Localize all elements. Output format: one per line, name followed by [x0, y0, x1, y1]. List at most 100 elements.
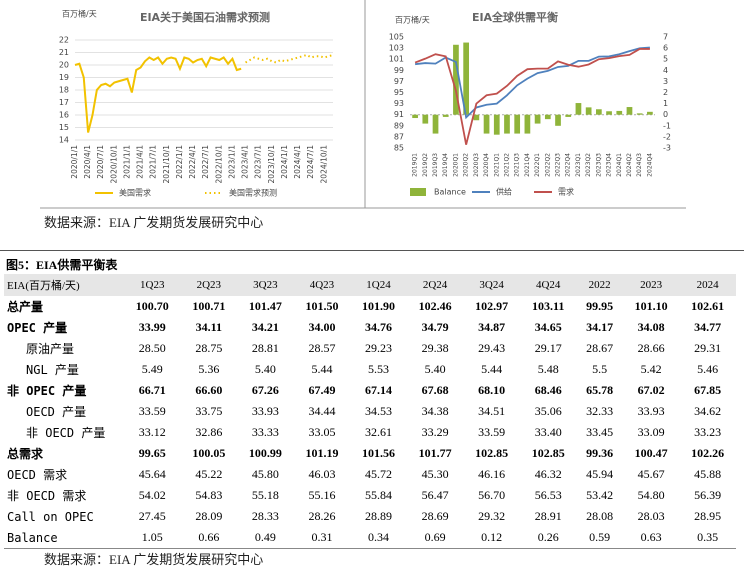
y2-tick-label: 7	[663, 33, 668, 42]
cell: 67.14	[365, 383, 393, 397]
cell: 0.31	[293, 527, 351, 549]
cell: 32.33	[586, 404, 614, 418]
bar	[565, 114, 572, 117]
cell: 34.76	[365, 320, 393, 334]
x-tick-label: 2024Q1	[616, 153, 623, 177]
cell: 34.38	[421, 404, 449, 418]
cell: 32.61	[365, 425, 393, 439]
cell: 34.44	[308, 404, 336, 418]
cell: 33.09	[637, 425, 665, 439]
cell: 28.81	[251, 341, 279, 355]
y-tick-label: 99	[394, 66, 404, 75]
cell: 5.53	[368, 362, 390, 376]
table-row: 总产量 100.70 100.71 101.47 101.50 101.90 102.46 1…	[4, 296, 736, 317]
cell: 68.46	[534, 383, 562, 397]
cell: 27.45	[138, 509, 166, 523]
table: EIA(百万桶/天) 1Q23 2Q23 3Q23 4Q23 1Q24 2Q24 3Q24 4Q…	[4, 274, 736, 549]
cell: 67.26	[251, 383, 279, 397]
cell: 45.67	[637, 467, 665, 481]
cell: 29.31	[694, 341, 722, 355]
bar	[575, 103, 582, 115]
y-tick-label: 91	[394, 110, 404, 119]
cell: 101.50	[305, 299, 339, 313]
x-tick-label: 2022Q3	[555, 153, 562, 177]
cell: 29.17	[534, 341, 562, 355]
x-tick-label: 2024/10/1	[319, 145, 328, 184]
x-tick-label: 2020/7/1	[96, 145, 105, 179]
x-tick-label: 2023/10/1	[267, 145, 276, 184]
cell: 67.85	[694, 383, 722, 397]
cell: 34.51	[478, 404, 506, 418]
y-tick-label: 15	[59, 123, 69, 132]
cell: 53.42	[586, 488, 614, 502]
cell: 33.93	[251, 404, 279, 418]
x-tick-label: 2023/7/1	[254, 145, 263, 179]
bar	[606, 111, 612, 115]
cell: 33.93	[637, 404, 665, 418]
cell: 5.42	[640, 362, 662, 376]
cell: 33.99	[138, 320, 166, 334]
header-cell: 3Q24	[463, 274, 520, 296]
y-tick-label: 95	[394, 88, 404, 97]
line	[245, 53, 334, 64]
cell: 34.77	[694, 320, 722, 334]
header-cell: 4Q23	[293, 274, 351, 296]
cell: 34.79	[421, 320, 449, 334]
x-tick-label: 2020/10/1	[109, 145, 118, 184]
cell: 0.12	[463, 527, 520, 549]
bar	[514, 114, 521, 134]
cell: 33.05	[308, 425, 336, 439]
cell: 102.61	[691, 299, 725, 313]
x-tick-label: 2024Q3	[636, 153, 643, 177]
legend-label: 供给	[496, 187, 512, 197]
row-label: 原油产量	[26, 342, 75, 356]
cell: 45.88	[694, 467, 722, 481]
unit-label: 百万桶/天	[62, 9, 97, 19]
x-tick-label: 2022/1/1	[175, 145, 184, 179]
cell: 33.12	[138, 425, 166, 439]
x-tick-label: 2019Q3	[432, 153, 439, 177]
row-label: 非 OECD 需求	[7, 489, 87, 503]
cell: 28.57	[308, 341, 336, 355]
cell: 66.60	[195, 383, 223, 397]
y2-tick-label: -3	[663, 144, 671, 153]
header-cell: 1Q24	[350, 274, 407, 296]
cell: 33.33	[251, 425, 279, 439]
cell: 33.29	[421, 425, 449, 439]
cell: 34.21	[251, 320, 279, 334]
cell: 46.03	[308, 467, 336, 481]
x-tick-label: 2022Q2	[544, 153, 551, 177]
x-tick-label: 2021Q2	[503, 153, 510, 177]
table-row: 非 OECD 需求 54.02 54.83 55.18 55.16 55.84 56.47 5…	[4, 485, 736, 506]
cell: 0.59	[576, 527, 623, 549]
bar	[544, 114, 551, 120]
y2-tick-label: 1	[663, 99, 668, 108]
legend-swatch	[410, 188, 426, 196]
x-tick-label: 2023Q1	[575, 153, 582, 177]
cell: 45.80	[251, 467, 279, 481]
cell: 67.02	[637, 383, 665, 397]
cell: 33.59	[138, 404, 166, 418]
x-tick-label: 2021/10/1	[162, 145, 171, 184]
bar	[412, 114, 418, 119]
x-tick-label: 2020Q2	[463, 153, 470, 177]
y2-tick-label: -1	[663, 121, 671, 130]
row-label: 总产量	[7, 300, 44, 314]
header-cell: 2023	[622, 274, 680, 296]
x-tick-label: 2021Q4	[524, 153, 531, 177]
y-tick-label: 14	[59, 136, 69, 145]
cell: 29.23	[365, 341, 393, 355]
cell: 1.05	[124, 527, 181, 549]
y-tick-label: 97	[394, 77, 404, 86]
y-tick-label: 85	[394, 144, 404, 153]
header-cell: 1Q23	[124, 274, 181, 296]
x-tick-label: 2023/4/1	[241, 145, 250, 179]
cell: 34.11	[195, 320, 223, 334]
x-tick-label: 2022/7/1	[201, 145, 210, 179]
legend-label: 美国需求	[119, 188, 151, 198]
x-tick-label: 2021/1/1	[122, 145, 131, 179]
cell: 28.08	[586, 509, 614, 523]
table-row: Call on OPEC 27.45 28.09 28.33 28.26 28.89 28.…	[4, 506, 736, 527]
cell: 103.11	[532, 299, 565, 313]
